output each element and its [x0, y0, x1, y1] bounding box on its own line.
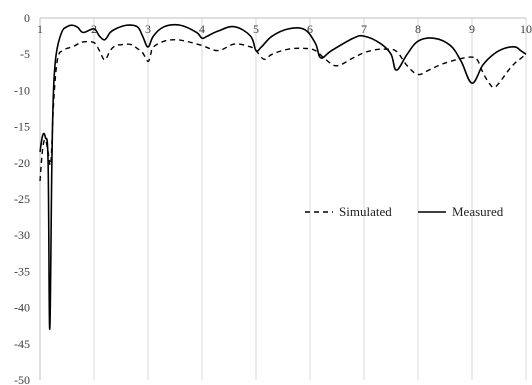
series-line-measured	[39, 23, 527, 331]
series-line-simulated	[39, 39, 527, 181]
y-tick-label: -10	[14, 83, 30, 97]
x-tick-label: 4	[199, 22, 205, 36]
legend-label-measured: Measured	[452, 204, 504, 219]
axes	[39, 17, 526, 380]
y-tick-label: -30	[14, 228, 30, 242]
x-tick-label: 6	[307, 22, 313, 36]
grid-lines	[93, 18, 527, 380]
x-tick-label: 9	[469, 22, 475, 36]
y-tick-label: -25	[14, 192, 30, 206]
series-lines	[39, 23, 527, 331]
x-tick-label: 3	[145, 22, 151, 36]
y-tick-labels: 0 -5 -10 -15 -20 -25 -30 -35 -40 -45 -50	[14, 11, 30, 385]
x-tick-label: 5	[253, 22, 259, 36]
x-tick-labels: 1 2 3 4 5 6 7 8 9 10	[37, 22, 532, 36]
legend-label-simulated: Simulated	[339, 204, 392, 219]
x-tick-label: 8	[415, 22, 421, 36]
x-tick-label: 10	[520, 22, 532, 36]
y-tick-label: -35	[14, 264, 30, 278]
y-tick-label: -15	[14, 120, 30, 134]
y-tick-label: -50	[14, 373, 30, 385]
y-tick-label: -40	[14, 301, 30, 315]
y-tick-label: -45	[14, 337, 30, 351]
x-tick-label: 1	[37, 22, 43, 36]
y-tick-label: 0	[24, 11, 30, 25]
legend: Simulated Measured	[305, 204, 504, 219]
y-tick-label: -5	[20, 47, 30, 61]
y-tick-label: -20	[14, 156, 30, 170]
x-tick-label: 7	[361, 22, 367, 36]
